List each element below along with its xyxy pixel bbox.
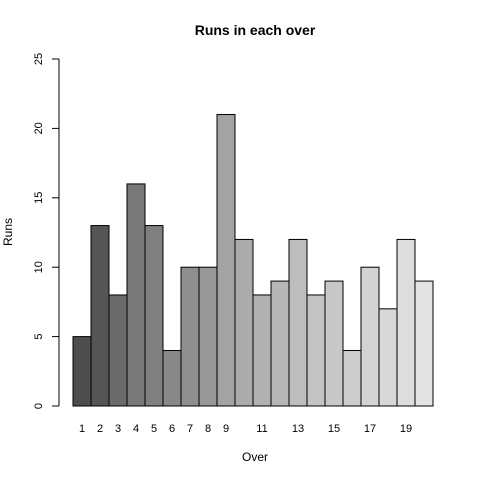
y-tick-label-0: 0 [33, 403, 45, 409]
x-tick-label-4: 4 [133, 423, 139, 435]
bar-over-11 [252, 294, 272, 407]
bar-over-6 [162, 349, 182, 407]
x-tick-label-11: 11 [256, 423, 267, 435]
x-tick-label-9: 9 [223, 423, 229, 435]
bar-over-1 [72, 336, 92, 407]
bar-over-13 [288, 238, 308, 407]
bar-over-16 [342, 349, 362, 407]
y-axis-label: Runs [1, 218, 15, 246]
bar-over-14 [306, 294, 326, 407]
x-tick-label-17: 17 [364, 423, 376, 435]
x-tick-label-3: 3 [115, 423, 121, 435]
x-axis: 1 2 3 4 5 6 7 8 9 11 13 15 17 19 [79, 423, 412, 435]
bar-over-9 [216, 114, 236, 407]
x-tick-label-5: 5 [151, 423, 157, 435]
x-tick-label-19: 19 [400, 423, 412, 435]
bar-over-5 [144, 225, 164, 407]
y-tick-label-10: 10 [33, 261, 45, 273]
y-tick-label-5: 5 [33, 334, 45, 340]
y-tick-label-25: 25 [33, 53, 45, 65]
x-tick-label-1: 1 [79, 423, 85, 435]
bar-over-10 [234, 238, 254, 407]
x-tick-label-15: 15 [328, 423, 340, 435]
y-axis: 0 5 10 15 20 25 [33, 53, 60, 409]
bar-over-18 [378, 308, 398, 407]
bar-over-17 [360, 266, 380, 407]
bar-over-15 [324, 280, 344, 407]
chart-title: Runs in each over [195, 22, 316, 38]
bar-over-3 [108, 294, 128, 407]
bar-over-4 [126, 183, 146, 407]
x-tick-label-13: 13 [292, 423, 304, 435]
bar-over-12 [270, 280, 290, 407]
y-tick-label-20: 20 [33, 122, 45, 134]
y-tick-label-15: 15 [33, 192, 45, 204]
bar-over-19 [396, 238, 416, 407]
x-tick-label-7: 7 [187, 423, 193, 435]
bar-over-7 [180, 266, 200, 407]
x-tick-label-2: 2 [97, 423, 103, 435]
bar-over-2 [90, 225, 110, 407]
bar-over-8 [198, 266, 218, 407]
bar-over-20 [414, 280, 434, 407]
x-tick-label-8: 8 [205, 423, 211, 435]
bars-group [72, 114, 434, 407]
x-tick-label-6: 6 [169, 423, 175, 435]
x-axis-label: Over [242, 450, 268, 464]
